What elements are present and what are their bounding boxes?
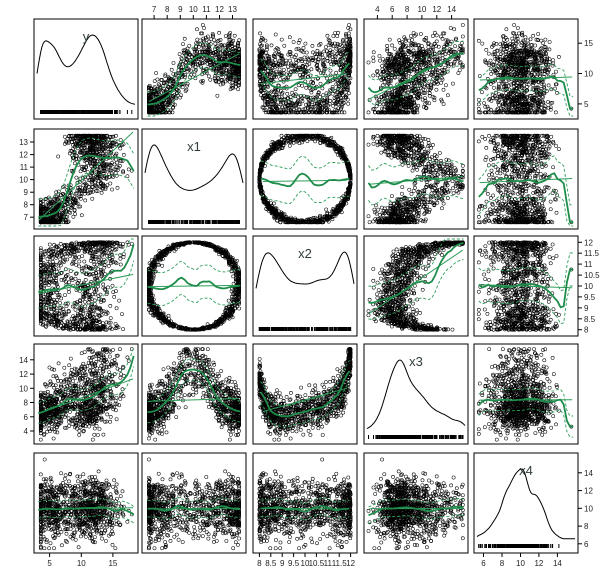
data-point [200, 31, 204, 36]
data-point [211, 34, 215, 39]
data-point [204, 69, 209, 73]
data-point [181, 81, 185, 86]
data-point [237, 46, 241, 51]
data-point [185, 81, 190, 86]
data-point [178, 60, 183, 65]
data-point [226, 47, 231, 52]
data-point [236, 43, 240, 48]
data-point [181, 50, 186, 55]
data-point [180, 85, 185, 90]
panel-y-vs-y: y [33, 18, 139, 120]
panel-y-vs-x3 [363, 18, 469, 120]
data-point [171, 61, 176, 65]
data-point [168, 110, 172, 115]
data-point [192, 49, 197, 54]
panel-y-vs-x2 [252, 18, 358, 120]
data-point [223, 51, 228, 56]
data-point [156, 82, 161, 87]
data-point [237, 38, 241, 43]
data-point [152, 79, 157, 83]
panel-y-vs-x4 [473, 18, 579, 120]
data-point [177, 52, 182, 56]
data-point [199, 61, 204, 65]
data-point [218, 82, 223, 87]
data-point [155, 77, 160, 82]
data-point [213, 41, 218, 46]
data-point [232, 33, 237, 38]
data-point [215, 39, 220, 44]
data-point [199, 31, 203, 36]
data-point [232, 45, 237, 49]
panel-x1-vs-y [33, 128, 139, 230]
data-point [213, 78, 218, 83]
data-point [195, 37, 200, 42]
data-point [170, 110, 175, 115]
data-point [189, 68, 193, 73]
data-point [210, 32, 215, 36]
data-point [205, 43, 210, 48]
panel-y-vs-x1 [141, 18, 247, 120]
data-point [199, 65, 204, 70]
data-point [213, 73, 218, 78]
data-point [201, 43, 205, 47]
variable-label-y: y [83, 29, 90, 44]
data-point [223, 50, 227, 55]
data-point [163, 72, 168, 77]
data-point [206, 74, 211, 79]
density-curve-y [36, 34, 136, 105]
data-point [221, 81, 226, 86]
data-point [223, 53, 228, 58]
data-point [191, 62, 195, 67]
rug-y [40, 110, 133, 114]
data-point [183, 89, 188, 93]
data-point [219, 68, 223, 72]
data-point [214, 71, 218, 76]
data-point [212, 38, 217, 42]
data-point [181, 42, 185, 46]
panel-frame [33, 18, 139, 120]
data-point [147, 86, 151, 91]
data-point [200, 50, 205, 55]
data-point [214, 79, 219, 84]
data-point [230, 85, 234, 90]
data-point [233, 46, 238, 50]
data-point [201, 45, 206, 50]
data-point [178, 95, 182, 100]
data-point [169, 67, 174, 72]
